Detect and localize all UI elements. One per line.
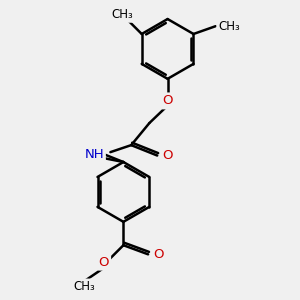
Text: CH₃: CH₃ bbox=[218, 20, 240, 33]
Text: NH: NH bbox=[84, 148, 104, 161]
Text: O: O bbox=[99, 256, 109, 268]
Text: O: O bbox=[153, 248, 163, 261]
Text: CH₃: CH₃ bbox=[74, 280, 95, 293]
Text: CH₃: CH₃ bbox=[111, 8, 133, 21]
Text: O: O bbox=[162, 94, 173, 107]
Text: O: O bbox=[162, 149, 172, 162]
